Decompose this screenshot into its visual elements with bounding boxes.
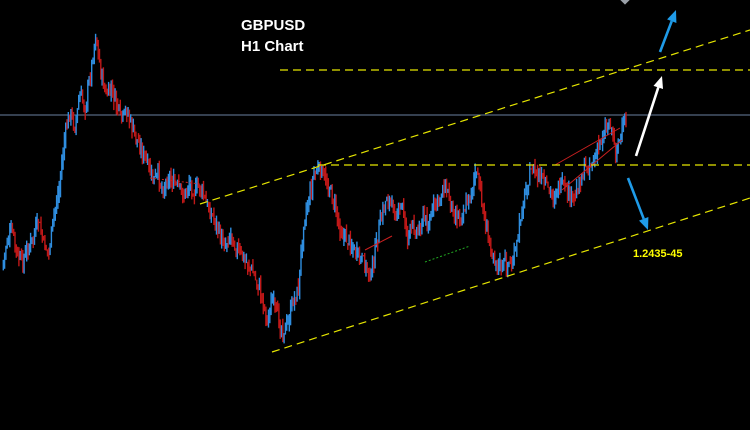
- dotted-pattern-line: [424, 245, 471, 263]
- chart-symbol-title: GBPUSD: [241, 17, 306, 34]
- pattern-line: [364, 235, 393, 251]
- arrows-layer: [626, 10, 677, 230]
- dotted-pattern-line: [149, 177, 201, 185]
- chart-timeframe-title: H1 Chart: [241, 38, 304, 55]
- channel-lower-line: [271, 197, 750, 353]
- arrow-shaft: [634, 86, 660, 157]
- target-level-label: 1.2435-45: [633, 248, 683, 260]
- arrow-head: [667, 10, 677, 23]
- candles-layer: [2, 33, 627, 344]
- arrow-shaft: [658, 20, 673, 53]
- up-arrow-icon: [658, 10, 677, 53]
- arrow-head: [653, 76, 663, 89]
- wedge-upper-line: [554, 127, 621, 166]
- down-arrow-icon: [626, 177, 649, 230]
- channel-upper-line: [199, 29, 750, 205]
- up-arrow-icon: [634, 76, 663, 157]
- arrow-shaft: [626, 177, 645, 220]
- arrow-head: [639, 217, 649, 230]
- trendlines-layer: [199, 29, 750, 353]
